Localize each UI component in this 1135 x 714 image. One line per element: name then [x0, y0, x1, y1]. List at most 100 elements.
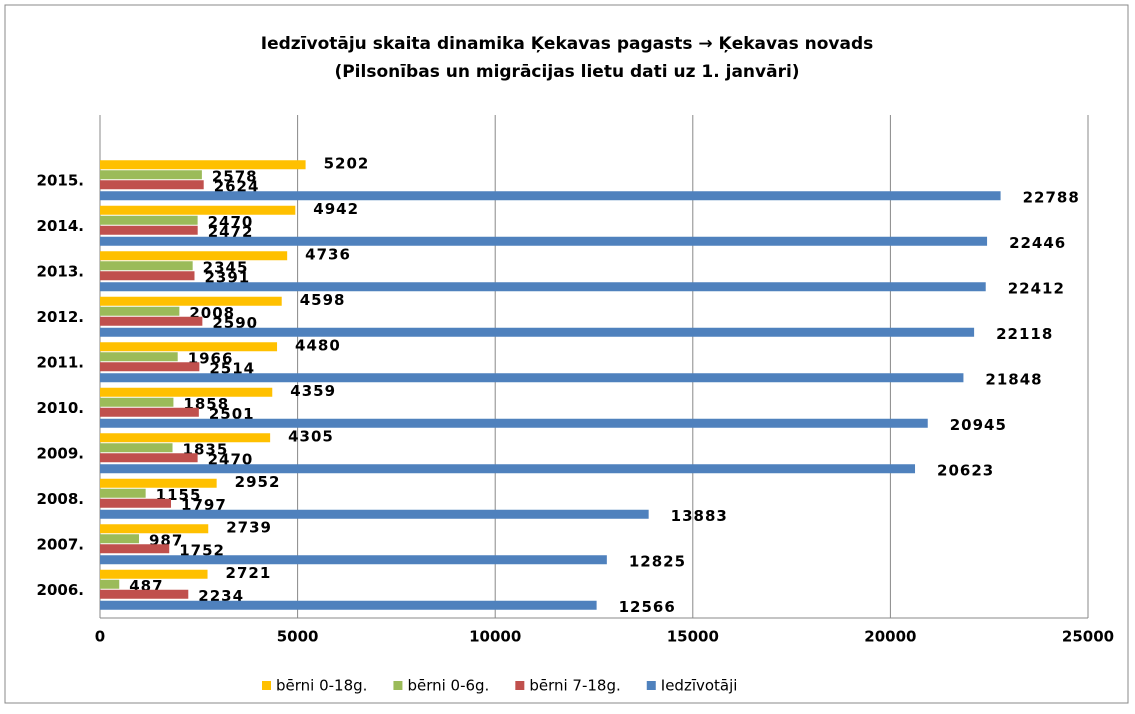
bar [100, 589, 189, 599]
bar [100, 236, 988, 246]
legend-swatch [393, 681, 403, 690]
value-label: 2345 [203, 258, 249, 276]
bar [100, 225, 198, 235]
bar [100, 296, 282, 306]
y-tick-label: 2007. [37, 535, 84, 553]
value-label: 1797 [181, 496, 227, 514]
value-label: 22412 [1008, 279, 1065, 297]
y-tick-label: 2012. [37, 308, 84, 326]
value-label: 2470 [208, 450, 254, 468]
legend-swatch [262, 681, 271, 690]
x-tick-label: 15000 [667, 628, 719, 646]
legend-swatch [515, 681, 525, 690]
value-label: 20945 [950, 416, 1007, 434]
bar [100, 569, 208, 579]
bar [100, 407, 199, 417]
value-label: 2391 [204, 268, 250, 286]
y-tick-label: 2014. [37, 217, 84, 235]
value-label: 21848 [985, 370, 1042, 388]
value-label: 22788 [1023, 188, 1080, 206]
value-label: 2624 [214, 177, 260, 195]
bar [100, 180, 204, 190]
legend-swatch [646, 681, 656, 690]
bar [100, 271, 195, 281]
bar [100, 316, 203, 326]
x-tick-label: 20000 [864, 628, 916, 646]
bar [100, 342, 278, 352]
bar [100, 327, 975, 337]
bar [100, 397, 174, 407]
value-label: 2721 [226, 564, 272, 582]
value-label: 12566 [619, 598, 676, 616]
value-label: 13883 [671, 507, 728, 525]
bar [100, 579, 120, 589]
bar [100, 524, 209, 534]
bar [100, 191, 1001, 201]
bar [100, 160, 306, 170]
chart-title: Iedzīvotāju skaita dinamika Ķekavas paga… [261, 34, 874, 54]
bar [100, 387, 273, 397]
x-tick-label: 0 [95, 628, 105, 646]
bar [100, 453, 198, 463]
bar [100, 418, 928, 428]
bar [100, 373, 964, 383]
value-label: 4305 [288, 427, 334, 445]
bar [100, 261, 193, 271]
value-label: 2952 [235, 473, 281, 491]
y-tick-label: 2006. [37, 581, 84, 599]
bar [100, 205, 296, 215]
x-tick-label: 25000 [1062, 628, 1114, 646]
value-label: 22446 [1009, 234, 1066, 252]
y-tick-label: 2009. [37, 444, 84, 462]
value-label: 12825 [629, 552, 686, 570]
value-label: 2501 [209, 405, 255, 423]
x-tick-label: 10000 [469, 628, 521, 646]
value-label: 2472 [208, 223, 254, 241]
chart-subtitle: (Pilsonības un migrācijas lietu dati uz … [334, 62, 799, 82]
legend-label: bērni 0-18g. [276, 677, 367, 695]
legend-label: bērni 7-18g. [529, 677, 620, 695]
value-label: 2514 [209, 359, 255, 377]
bar [100, 251, 288, 261]
value-label: 4942 [313, 200, 359, 218]
bar [100, 555, 607, 565]
value-label: 20623 [937, 461, 994, 479]
bar [100, 498, 172, 508]
y-tick-label: 2011. [37, 353, 84, 371]
bar [100, 443, 173, 453]
bar [100, 600, 597, 610]
bar [100, 544, 170, 554]
y-tick-label: 2015. [37, 171, 84, 189]
y-tick-label: 2010. [37, 399, 84, 417]
bar [100, 534, 140, 544]
value-label: 4359 [290, 382, 336, 400]
bar [100, 306, 180, 316]
value-label: 22118 [996, 325, 1053, 343]
value-label: 2739 [226, 518, 272, 536]
x-tick-label: 5000 [277, 628, 319, 646]
value-label: 5202 [324, 154, 370, 172]
value-label: 2590 [212, 314, 258, 332]
value-label: 2234 [198, 587, 244, 605]
bar [100, 170, 202, 180]
value-label: 4480 [295, 336, 341, 354]
legend-label: Iedzīvotāji [661, 677, 738, 695]
bar [100, 488, 146, 498]
value-label: 2578 [212, 167, 258, 185]
bar [100, 215, 198, 225]
bar [100, 362, 200, 372]
y-tick-label: 2013. [37, 262, 84, 280]
bar [100, 509, 649, 519]
bar [100, 352, 178, 362]
value-label: 4598 [300, 291, 346, 309]
y-tick-label: 2008. [37, 490, 84, 508]
legend-label: bērni 0-6g. [407, 677, 489, 695]
value-label: 2470 [208, 213, 254, 231]
bar [100, 464, 916, 474]
value-label: 4736 [305, 245, 351, 263]
bar [100, 433, 271, 443]
chart-border [4, 4, 1129, 704]
bar [100, 478, 217, 488]
bar [100, 282, 986, 292]
